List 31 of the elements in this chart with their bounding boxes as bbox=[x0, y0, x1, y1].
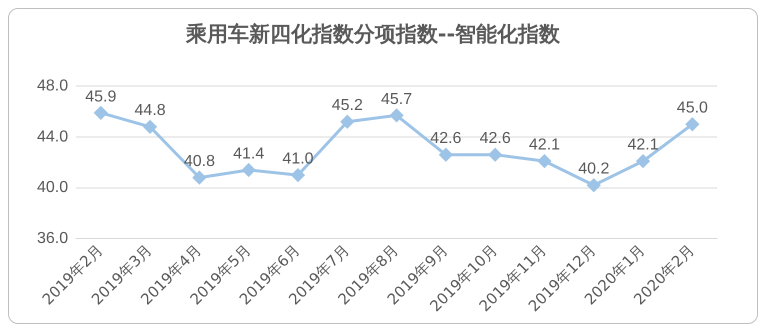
point bbox=[587, 178, 600, 192]
point bbox=[291, 168, 304, 182]
y-tick-label: 40.0 bbox=[37, 179, 68, 196]
point bbox=[488, 148, 502, 162]
point bbox=[390, 108, 404, 122]
data-label: 45.0 bbox=[676, 100, 708, 117]
data-label: 45.9 bbox=[85, 88, 116, 106]
point bbox=[242, 164, 256, 177]
point bbox=[439, 148, 452, 162]
data-label: 45.2 bbox=[332, 97, 363, 114]
data-label: 41.4 bbox=[233, 145, 264, 162]
y-tick-label: 44.0 bbox=[37, 128, 68, 146]
data-label: 42.6 bbox=[430, 130, 462, 148]
point bbox=[144, 120, 157, 134]
point bbox=[686, 118, 699, 131]
data-label: 45.7 bbox=[381, 90, 412, 108]
data-label: 40.2 bbox=[578, 160, 610, 178]
point bbox=[538, 154, 551, 168]
data-label: 42.1 bbox=[627, 136, 659, 154]
y-tick-label: 48.0 bbox=[37, 78, 68, 95]
y-tick-label: 36.0 bbox=[37, 230, 68, 247]
data-label: 44.8 bbox=[134, 102, 166, 120]
point bbox=[636, 154, 650, 168]
data-label: 41.0 bbox=[282, 150, 314, 168]
data-label: 42.1 bbox=[528, 136, 560, 154]
point bbox=[340, 115, 354, 128]
point bbox=[94, 106, 108, 120]
point bbox=[192, 171, 206, 184]
data-label: 42.6 bbox=[480, 130, 511, 148]
chart-title: 乘用车新四化指数分项指数--智能化指数 bbox=[184, 22, 562, 46]
data-label: 40.8 bbox=[184, 153, 216, 170]
